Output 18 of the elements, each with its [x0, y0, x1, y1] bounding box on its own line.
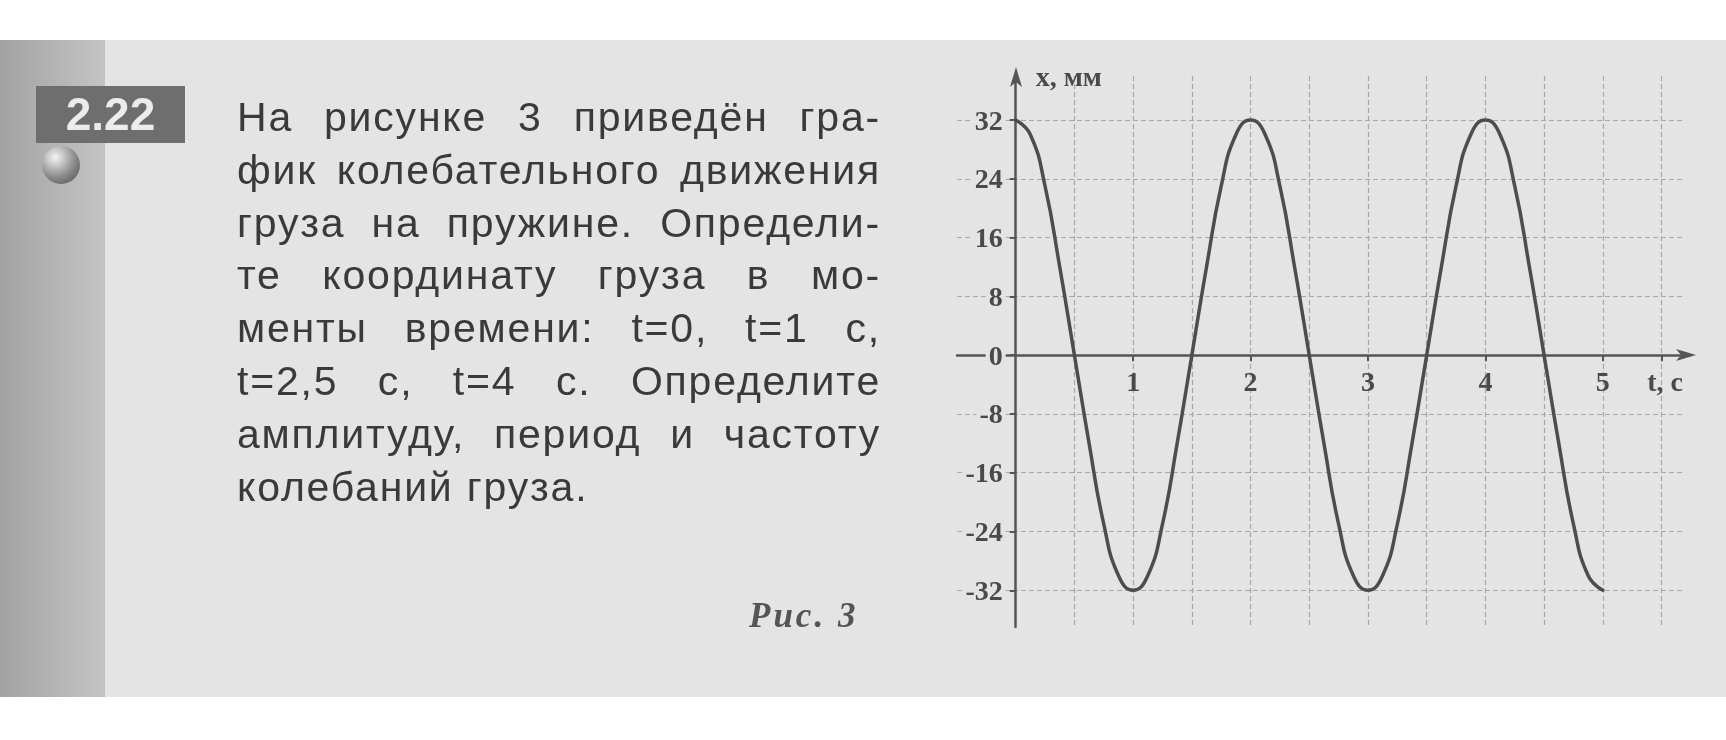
y-axis-title: x, мм [1035, 60, 1102, 92]
text: Рис. 3 [749, 596, 859, 636]
y-tick-label: 16 [974, 222, 1003, 254]
text: На рисунке 3 приведён гра- фик колебательного движения груза на пружине. Определи- те координату груза в мо- менты времени: t=0, t=1 с, t=2,5 с, t=4 с. Определите амплитуду, период и частоту колебаний груза. [237, 93, 881, 512]
y-tick-label: 8 [988, 280, 1003, 312]
x-axis-title: t, с [1647, 365, 1683, 397]
x-tick-label: 4 [1478, 365, 1493, 397]
x-tick-label: 2 [1243, 365, 1258, 397]
y-tick-label: -24 [965, 515, 1003, 547]
x-tick-label: 3 [1360, 365, 1375, 397]
y-tick-label: -8 [979, 398, 1003, 430]
y-tick-label: -32 [965, 574, 1003, 606]
y-tick-label: 32 [974, 104, 1003, 136]
y-tick-label: 0 [988, 339, 1003, 371]
x-tick-label: 1 [1126, 365, 1141, 397]
y-tick-label: 24 [974, 163, 1003, 195]
y-tick-label: -16 [965, 457, 1003, 489]
x-tick-label: 5 [1595, 365, 1610, 397]
